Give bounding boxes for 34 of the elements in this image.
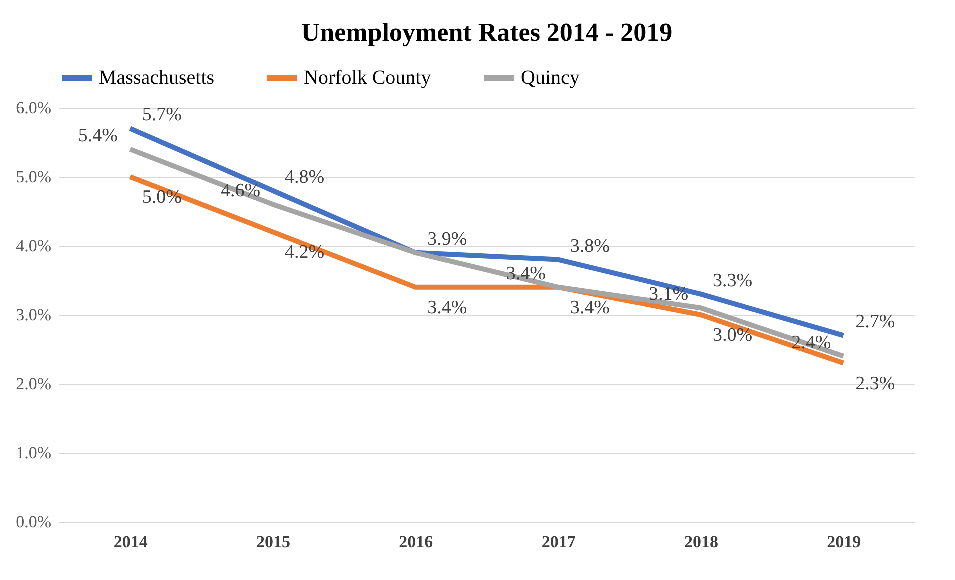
data-label: 3.3% bbox=[713, 270, 753, 292]
data-label: 4.2% bbox=[285, 242, 325, 264]
data-label: 4.6% bbox=[221, 180, 261, 202]
data-label: 2.3% bbox=[856, 373, 896, 394]
data-label: 3.4% bbox=[570, 297, 610, 318]
data-label: 5.0% bbox=[142, 187, 182, 208]
x-tick-label: 2019 bbox=[827, 532, 862, 552]
y-tick-label: 6.0% bbox=[16, 98, 52, 118]
x-tick-label: 2014 bbox=[114, 532, 148, 552]
data-label: 2.4% bbox=[792, 332, 832, 354]
x-tick-label: 2015 bbox=[256, 532, 290, 552]
y-tick-label: 3.0% bbox=[16, 306, 52, 324]
chart-title: Unemployment Rates 2014 - 2019 bbox=[301, 18, 673, 47]
legend-label: Quincy bbox=[521, 67, 580, 89]
data-label: 3.9% bbox=[428, 228, 468, 250]
y-tick-label: 2.0% bbox=[16, 374, 52, 394]
data-label: 3.1% bbox=[649, 284, 689, 306]
data-label: 3.0% bbox=[713, 325, 753, 346]
data-label: 5.7% bbox=[142, 104, 182, 126]
data-label: 2.7% bbox=[856, 312, 896, 333]
y-tick-label: 1.0% bbox=[16, 444, 52, 462]
data-label: 3.4% bbox=[506, 263, 546, 284]
data-label: 5.4% bbox=[78, 125, 118, 146]
legend-label: Norfolk County bbox=[304, 67, 432, 89]
legend-label: Massachusetts bbox=[99, 67, 215, 89]
y-tick-label: 0.0% bbox=[16, 512, 52, 532]
data-label: 3.4% bbox=[428, 297, 468, 318]
data-label: 3.8% bbox=[570, 236, 610, 257]
x-tick-label: 2016 bbox=[399, 532, 434, 552]
data-label: 4.8% bbox=[285, 166, 325, 188]
x-tick-label: 2018 bbox=[684, 532, 718, 552]
y-tick-label: 4.0% bbox=[16, 236, 52, 256]
y-tick-label: 5.0% bbox=[16, 168, 52, 186]
x-tick-label: 2017 bbox=[542, 532, 576, 552]
